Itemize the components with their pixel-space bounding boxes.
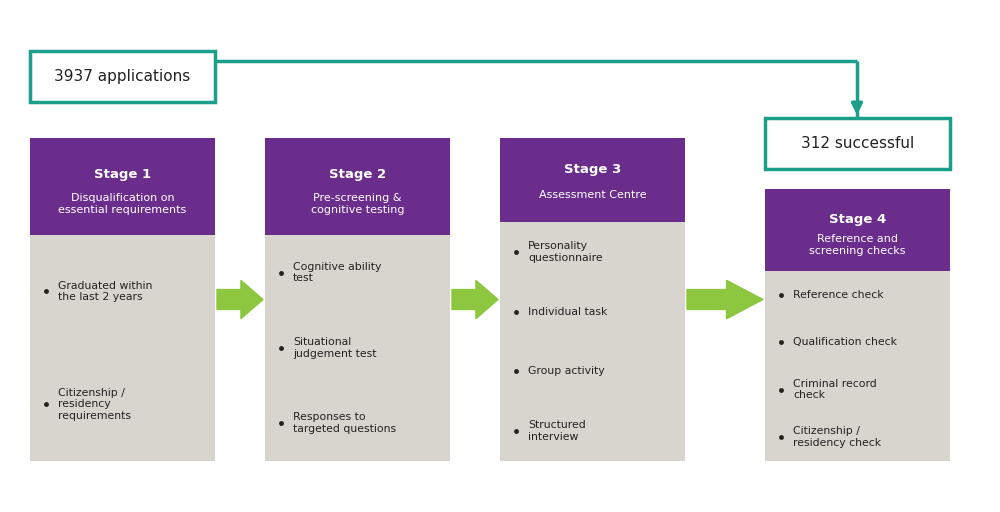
FancyBboxPatch shape [30, 51, 215, 102]
Text: Personality
questionnaire: Personality questionnaire [528, 241, 603, 263]
FancyBboxPatch shape [765, 118, 950, 169]
Text: Assessment Centre: Assessment Centre [539, 190, 646, 200]
Text: 312 successful: 312 successful [801, 136, 914, 151]
FancyBboxPatch shape [30, 138, 215, 235]
Text: Criminal record
check: Criminal record check [793, 379, 877, 400]
Text: Disqualification on
essential requirements: Disqualification on essential requiremen… [58, 193, 187, 215]
Text: Structured
interview: Structured interview [528, 420, 586, 442]
Text: Reference check: Reference check [793, 290, 884, 300]
Polygon shape [452, 281, 498, 318]
Text: Stage 2: Stage 2 [329, 167, 386, 181]
Text: 3937 applications: 3937 applications [54, 69, 191, 84]
Text: Stage 1: Stage 1 [94, 167, 151, 181]
Text: Responses to
targeted questions: Responses to targeted questions [293, 412, 396, 434]
FancyBboxPatch shape [765, 189, 950, 271]
Text: Graduated within
the last 2 years: Graduated within the last 2 years [58, 281, 152, 302]
FancyBboxPatch shape [765, 189, 950, 461]
Text: Cognitive ability
test: Cognitive ability test [293, 262, 381, 284]
Text: Pre-screening &
cognitive testing: Pre-screening & cognitive testing [311, 193, 404, 215]
FancyBboxPatch shape [500, 138, 685, 461]
Text: Qualification check: Qualification check [793, 337, 897, 347]
Text: Citizenship /
residency check: Citizenship / residency check [793, 426, 881, 448]
FancyBboxPatch shape [500, 138, 685, 222]
Text: Reference and
screening checks: Reference and screening checks [809, 233, 906, 256]
Text: Group activity: Group activity [528, 366, 605, 376]
FancyBboxPatch shape [30, 138, 215, 461]
Polygon shape [687, 281, 763, 318]
Text: Situational
judgement test: Situational judgement test [293, 337, 377, 359]
FancyBboxPatch shape [265, 138, 450, 235]
Text: Individual task: Individual task [528, 307, 607, 316]
Text: Stage 4: Stage 4 [829, 213, 886, 226]
Text: Citizenship /
residency
requirements: Citizenship / residency requirements [58, 388, 131, 421]
Polygon shape [217, 281, 263, 318]
FancyBboxPatch shape [265, 138, 450, 461]
Text: Stage 3: Stage 3 [564, 163, 621, 176]
